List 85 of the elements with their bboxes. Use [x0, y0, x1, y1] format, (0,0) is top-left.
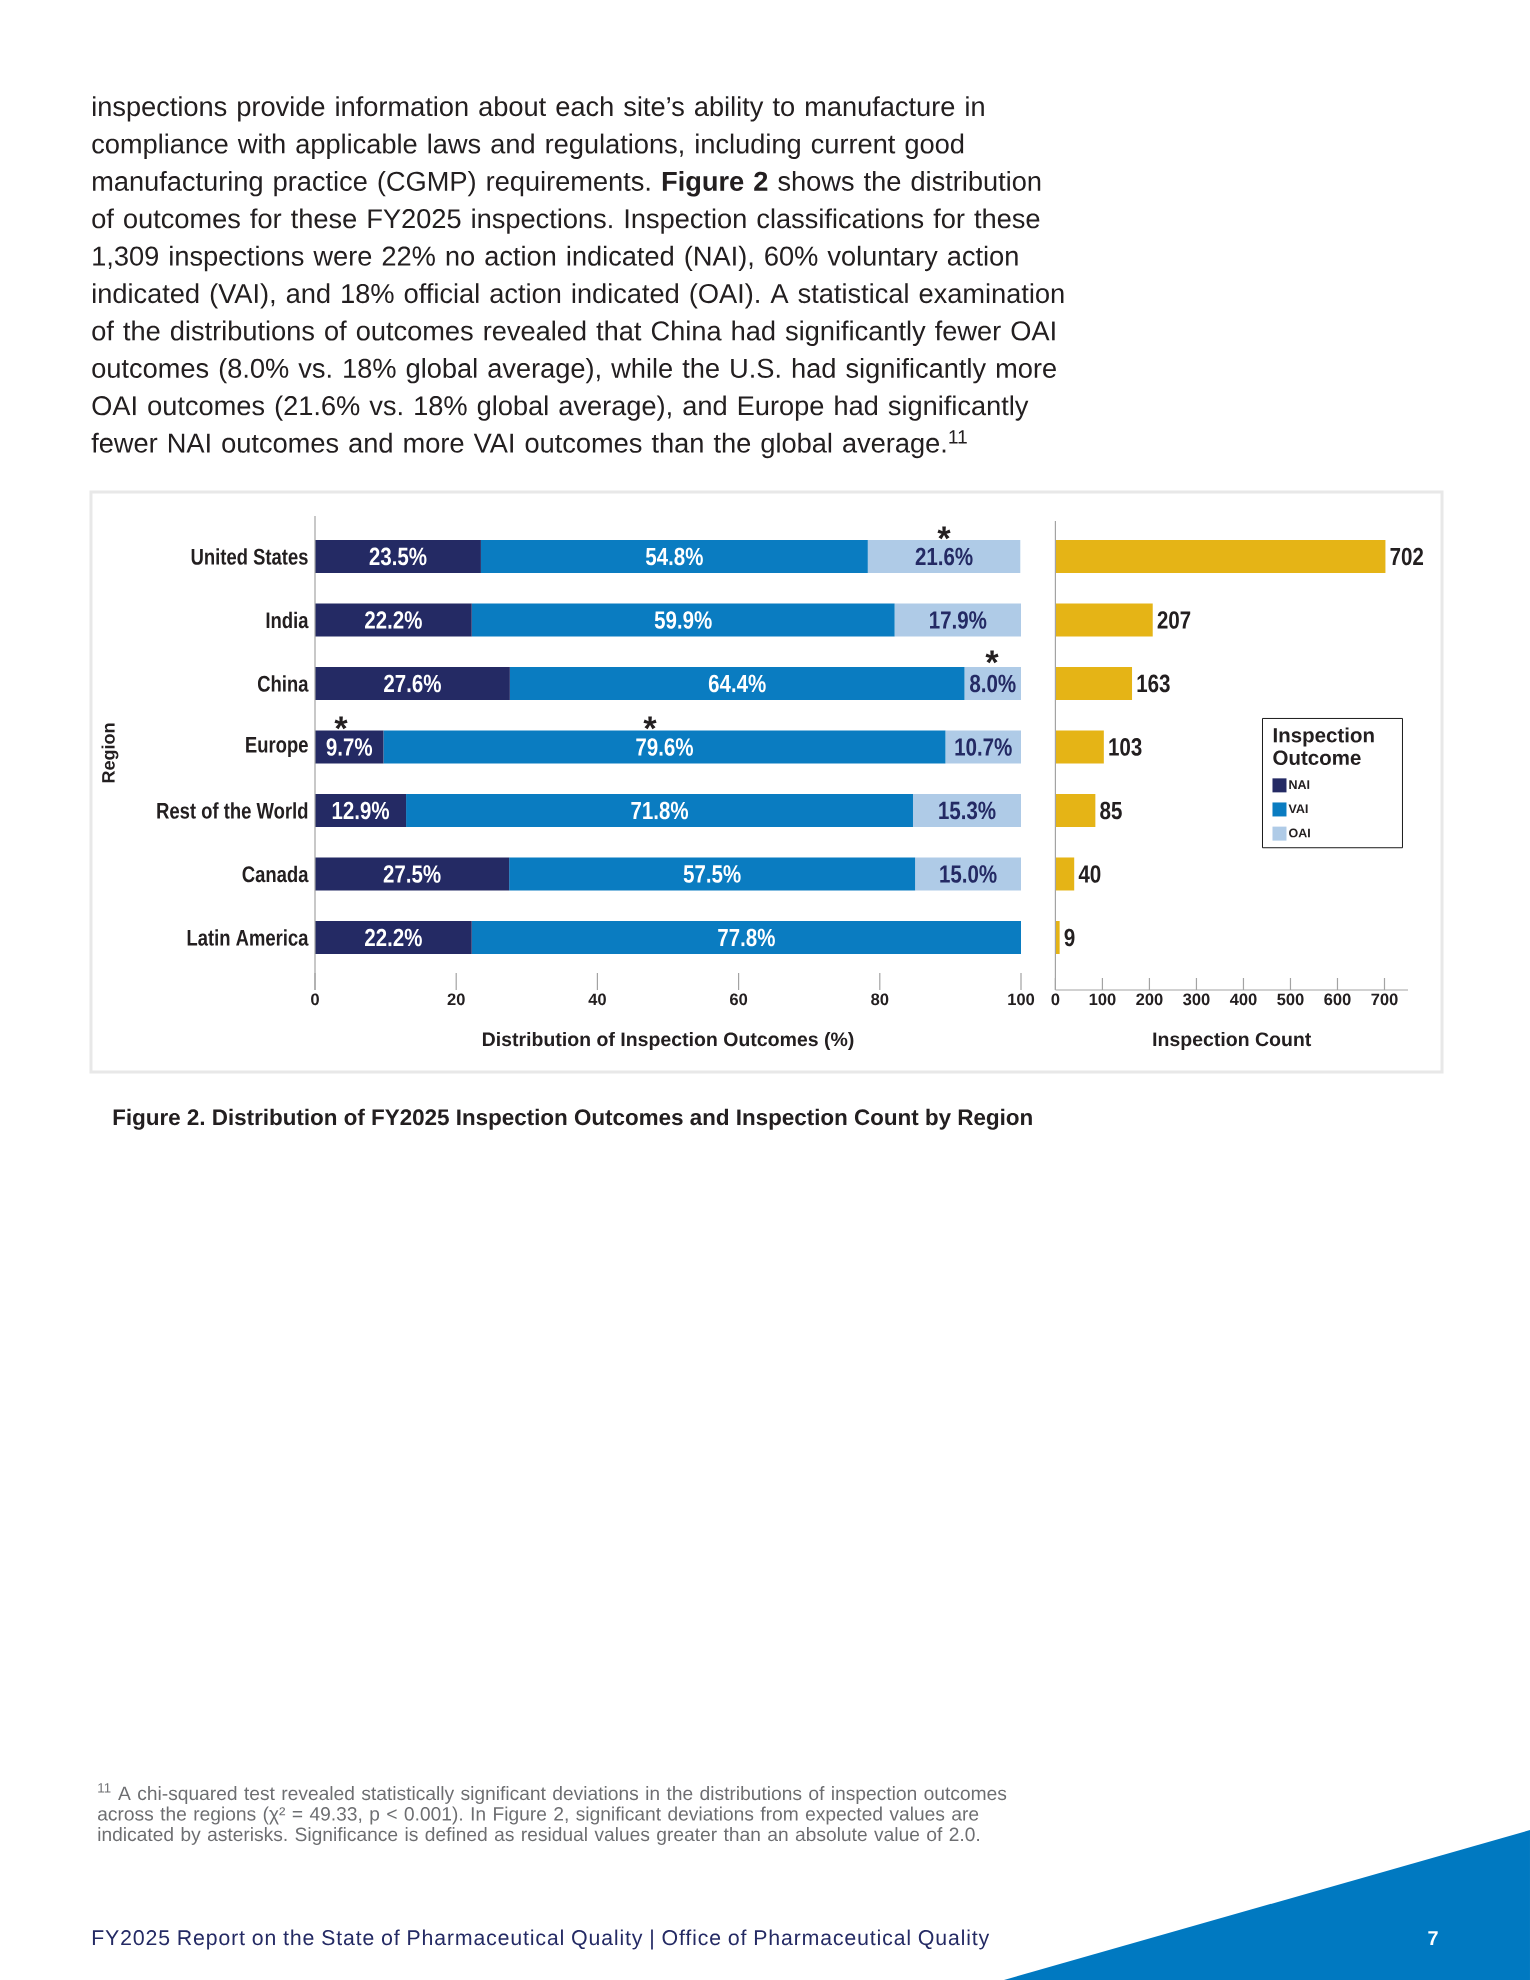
bar	[471, 603, 895, 637]
annotation: *	[643, 716, 657, 730]
data-label: 85	[1100, 801, 1122, 820]
y-tick-label: United States	[191, 548, 308, 565]
x-axis-title: Inspection Count	[1153, 1031, 1312, 1051]
data-label: 15.0%	[940, 865, 997, 883]
data-label: 57.5%	[683, 865, 741, 883]
annotation: *	[334, 716, 348, 730]
y-axis-title: Region	[101, 723, 119, 783]
data-label: 79.6%	[636, 738, 693, 756]
y-tick-label: Latin America	[187, 929, 309, 946]
x-tick-label: 400	[1229, 993, 1257, 1006]
data-label: 22.2%	[365, 611, 422, 629]
data-label: 27.5%	[383, 865, 441, 883]
y-tick-label: Europe	[246, 736, 308, 758]
text: Figure 2. Distribution of FY2025 Inspection Outcomes and Inspection Count by Region	[113, 1108, 1032, 1130]
x-tick-label: 300	[1183, 993, 1210, 1006]
data-label: 702	[1390, 547, 1424, 566]
bar	[471, 920, 1021, 954]
bar	[383, 730, 946, 764]
text: FY2025 Report on the State of Pharmaceutical Quality | Office of Pharmaceutical Quality	[92, 1929, 990, 1950]
bar	[894, 603, 1021, 637]
data-label: 23.5%	[369, 547, 427, 566]
x-tick-label: 80	[871, 993, 889, 1006]
bar	[480, 539, 868, 573]
bar	[509, 666, 965, 700]
data-label: 71.8%	[631, 801, 689, 820]
data-label: 54.8%	[645, 547, 703, 566]
bar	[1055, 857, 1075, 891]
x-tick-label: 20	[447, 993, 465, 1006]
bar	[1055, 539, 1386, 573]
data-label: 64.4%	[708, 674, 766, 693]
data-label: 9.7%	[326, 738, 373, 756]
x-tick-label: 40	[588, 993, 606, 1006]
bar	[315, 666, 510, 700]
bar	[1055, 666, 1133, 700]
annotation: *	[985, 650, 999, 664]
bar	[1055, 730, 1104, 764]
data-label: 10.7%	[955, 738, 1012, 756]
x-tick-label: 500	[1277, 993, 1304, 1006]
bar	[315, 603, 472, 637]
x-tick-label: 200	[1136, 993, 1163, 1006]
x-tick-label: 60	[730, 993, 748, 1006]
x-tick-label: 100	[1089, 993, 1116, 1006]
y-tick-label: Canada	[242, 865, 309, 883]
data-label: 40	[1078, 865, 1101, 883]
data-label: 15.3%	[939, 801, 996, 820]
legend-label: VAI	[1288, 804, 1308, 814]
text: inspections provide information about each site’s ability to manufacture in compliance with applicable laws and regulations, including current good manufacturing practice (CGMP) requirements. Figure 2 shows the distribution of outcomes for these FY2025 inspections. Inspection classifications for these 1,309 inspections were 22% no action indicated (NAI), 60% voluntary action indicated (VAI), and 18% official action indicated (OAI). A statistical examination of the distributions of outcomes revealed that China had significantly fewer OAI outcomes (8.0% vs. 18% global average), while the U.S. had significantly more OAI outcomes (21.6% vs. 18% global average), and Europe had significantly fewer NAI outcomes and more VAI outcomes than the global average.$^{11}$	[91, 96, 1064, 459]
legend-label: NAI	[1289, 780, 1310, 789]
text: $^{11}$ A chi-squared test revealed statistically significant deviations in the distributions of inspection outcomes across the regions (χ² = 49.33, p < 0.001). In Figure 2, significant deviations from expected values are indicated by asterisks. Significance is defined as residual values greater than an absolute value of 2.0.	[98, 1783, 1007, 1845]
data-label: 163	[1137, 674, 1170, 693]
bar	[406, 793, 913, 827]
bar	[1055, 603, 1153, 637]
y-tick-label: India	[266, 611, 309, 629]
bar	[315, 539, 481, 573]
data-label: 9	[1064, 928, 1075, 947]
data-label: 59.9%	[654, 611, 712, 629]
annotation: *	[937, 526, 951, 540]
bar	[315, 857, 510, 891]
bar	[315, 920, 472, 954]
data-label: 27.6%	[384, 674, 441, 693]
data-label: 17.9%	[930, 611, 987, 629]
x-tick-label: 0	[1051, 993, 1060, 1006]
x-tick-label: 600	[1324, 993, 1351, 1006]
bar	[867, 539, 1021, 573]
data-label: 77.8%	[718, 928, 775, 947]
data-label: 21.6%	[915, 547, 973, 566]
y-tick-label: Rest of the World	[157, 802, 308, 819]
legend-title: Inspection Outcome	[1273, 727, 1374, 766]
x-axis-title: Distribution of Inspection Outcomes (%)	[482, 1031, 854, 1051]
x-tick-label: 700	[1371, 993, 1398, 1006]
bar	[1055, 793, 1096, 827]
data-label: 12.9%	[332, 801, 390, 820]
bar	[509, 857, 916, 891]
y-tick-label: China	[257, 675, 309, 692]
data-label: 8.0%	[970, 674, 1016, 693]
x-tick-label: 100	[1008, 993, 1035, 1006]
data-label: 22.2%	[365, 928, 422, 947]
x-tick-label: 0	[311, 993, 319, 1006]
text: 7	[1428, 1931, 1438, 1945]
data-label: 207	[1157, 611, 1191, 629]
data-label: 103	[1109, 738, 1142, 756]
bar	[1055, 920, 1060, 954]
legend-label: OAI	[1289, 828, 1310, 838]
